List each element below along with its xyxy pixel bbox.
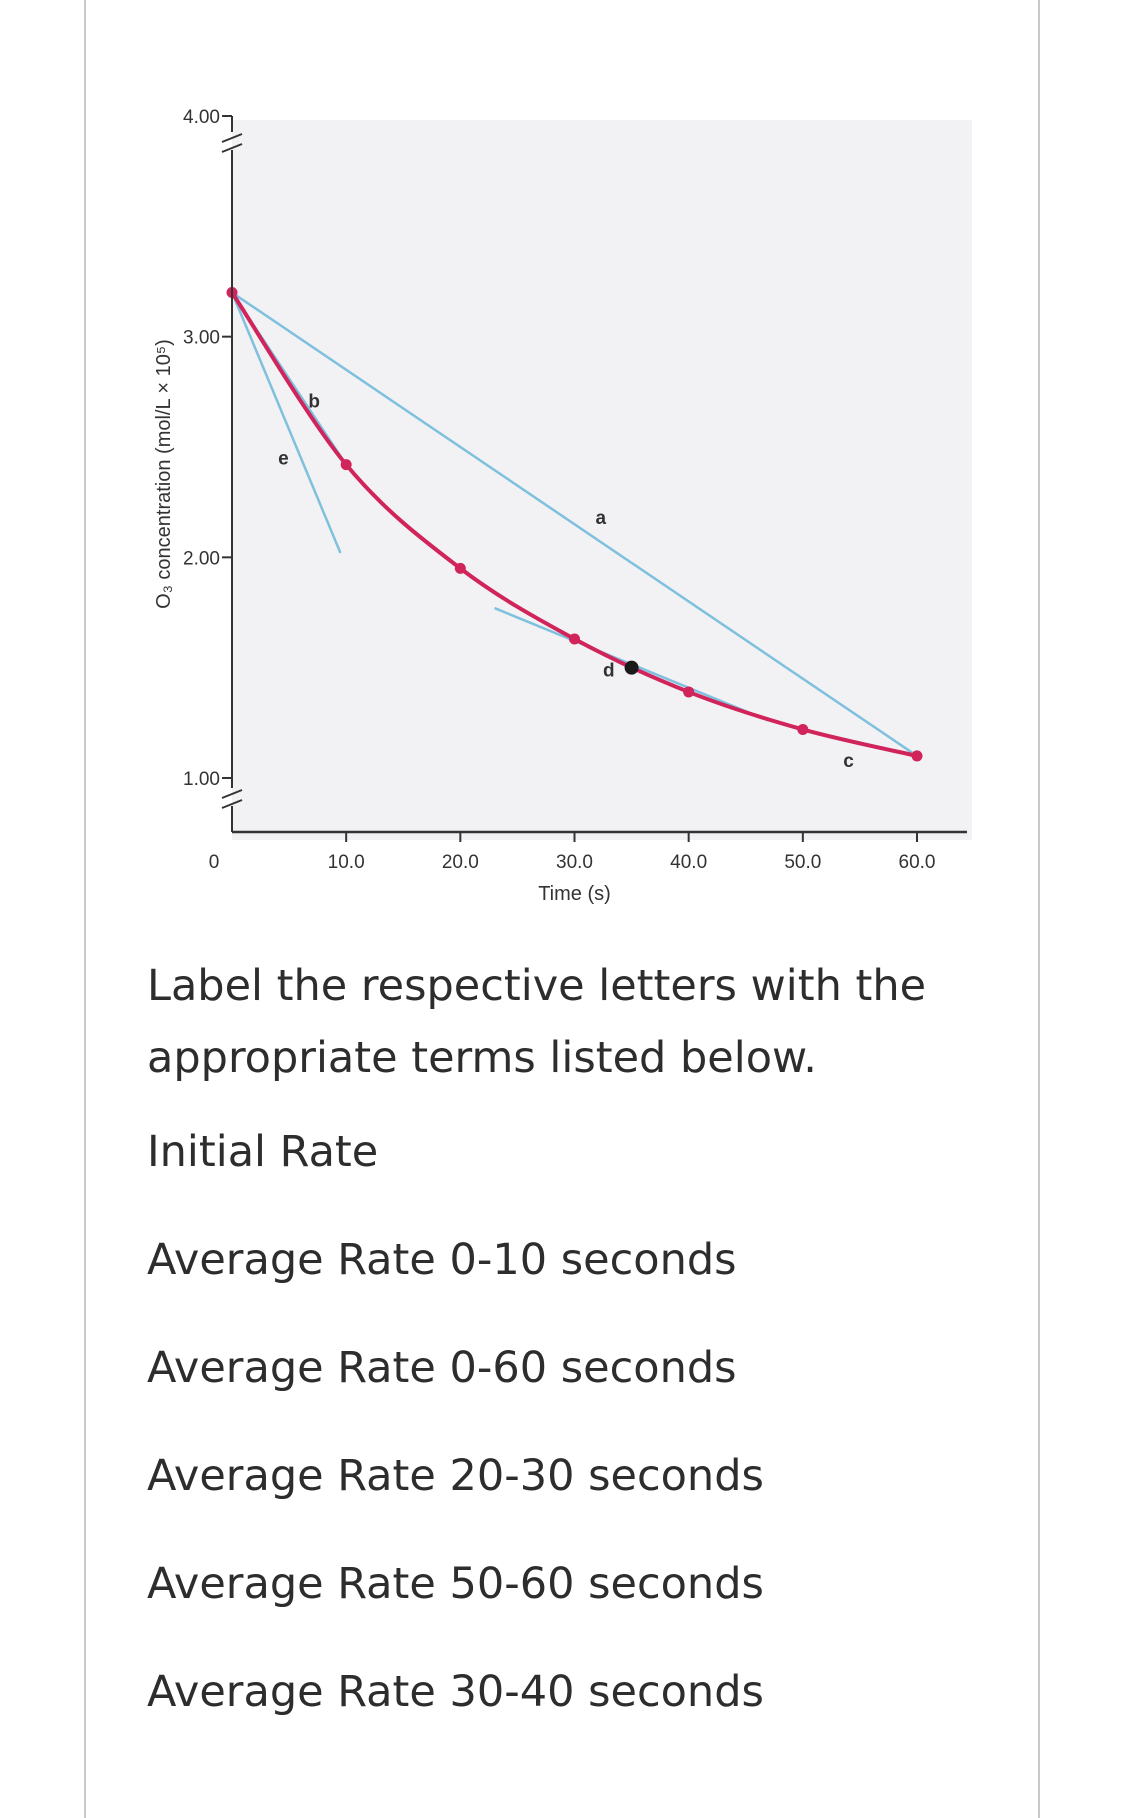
y-tick-label: 3.00	[183, 328, 220, 349]
term-item: Average Rate 0-10 seconds	[147, 1235, 737, 1285]
y-tick-label: 4.00	[183, 107, 220, 128]
axis-break-top-mark	[221, 143, 243, 153]
axis-break-bottom-mark	[221, 789, 243, 799]
x-tick-label: 50.0	[784, 852, 821, 873]
highlight-point	[624, 660, 639, 675]
axis-break-top-mark	[221, 133, 243, 143]
annotation-label-e: e	[278, 449, 289, 470]
x-tick-label: 0	[209, 852, 220, 873]
annotation-label-d: d	[603, 660, 615, 681]
terms-list: Initial Rate Average Rate 0-10 seconds A…	[147, 1124, 1007, 1772]
rate-chart: a b c d e 1.00 2.00 3.00 4.00 0 10.0 20.0 30.0 40.0 50…	[153, 107, 972, 905]
y-axis-title: O₃ concentration (mol/L × 10⁵)	[153, 339, 175, 609]
data-point-20	[454, 562, 466, 574]
term-item: Average Rate 20-30 seconds	[147, 1451, 764, 1501]
x-tick-label: 40.0	[670, 852, 707, 873]
annotation-label-b: b	[308, 391, 320, 412]
right-border	[1038, 0, 1040, 1818]
axis-break-bottom-mark	[221, 799, 243, 809]
plot-background	[232, 120, 972, 840]
data-point-40	[683, 686, 695, 698]
term-item: Average Rate 0-60 seconds	[147, 1343, 737, 1393]
x-tick-label: 30.0	[556, 852, 593, 873]
x-axis-title: Time (s)	[538, 883, 611, 905]
term-item: Initial Rate	[147, 1127, 379, 1177]
annotation-line-e	[230, 292, 342, 554]
x-tick-label: 60.0	[899, 852, 936, 873]
data-point-50	[797, 723, 809, 735]
x-tick-label: 10.0	[328, 852, 365, 873]
term-item: Average Rate 30-40 seconds	[147, 1667, 764, 1717]
y-tick-label: 1.00	[183, 769, 220, 790]
annotation-label-c: c	[843, 751, 854, 772]
data-point-60	[911, 750, 923, 762]
x-tick-label: 20.0	[442, 852, 479, 873]
data-point-10	[340, 459, 352, 471]
left-border	[84, 0, 86, 1818]
question-panel: Label the respective letters with the ap…	[147, 950, 1007, 1772]
term-item: Average Rate 50-60 seconds	[147, 1559, 764, 1609]
y-tick-label: 2.00	[183, 548, 220, 569]
annotation-line-a	[231, 291, 918, 757]
question-text: Label the respective letters with the ap…	[147, 961, 927, 1083]
data-point-30	[569, 633, 580, 645]
annotation-label-a: a	[595, 508, 606, 529]
